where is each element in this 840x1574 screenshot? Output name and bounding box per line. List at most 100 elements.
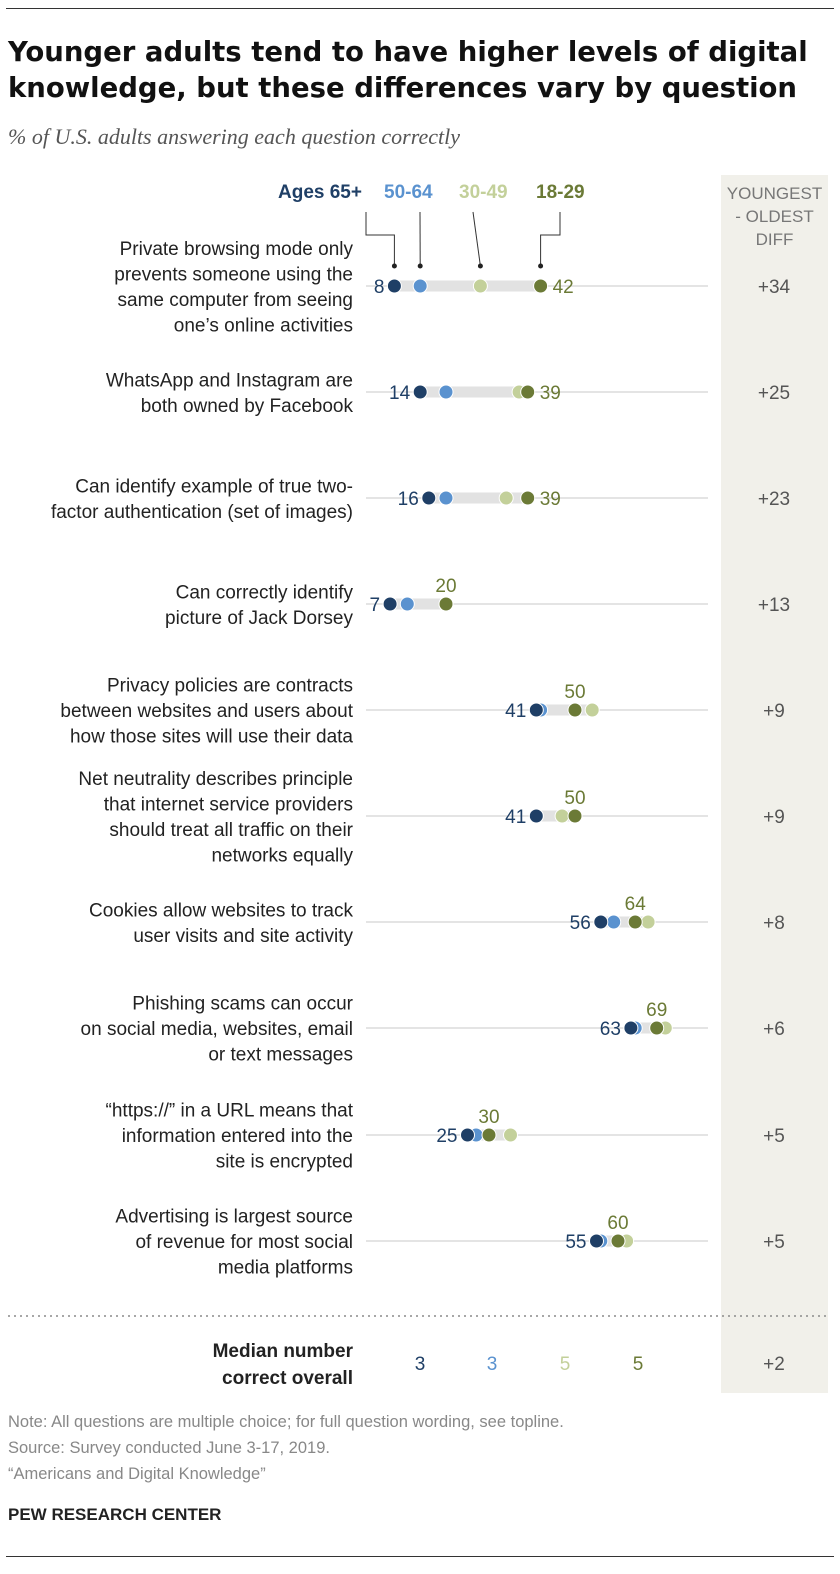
dot-age-30-49 [554,808,570,824]
question-label-line: Can correctly identify [176,582,354,603]
question-label-line: “https://” in a URL means that [106,1101,354,1122]
value-label-oldest: 16 [398,489,419,510]
legend-age-30-49: 30-49 [459,182,508,203]
value-label-youngest: 50 [564,788,585,809]
question-label-line: that internet service providers [104,794,353,815]
value-label-oldest: 56 [570,913,591,934]
chart-title: Younger adults tend to have higher level… [8,36,808,104]
dot-age-18-29 [627,914,643,930]
dot-age-18-29 [533,278,549,294]
dot-age-18-29 [567,808,583,824]
question-label-line: same computer from seeing [118,290,354,311]
question-label-line: site is encrypted [216,1152,353,1173]
diff-value: +6 [763,1019,785,1040]
dot-age-65-plus [460,1127,475,1143]
question-label-line: Cookies allow websites to track [89,900,353,921]
median-value-age-30-49: 5 [560,1354,571,1375]
question-label-line: Advertising is largest source [115,1207,353,1228]
dot-age-18-29 [610,1233,626,1249]
dot-age-18-29 [438,596,454,612]
leader-line-65-plus [365,212,395,266]
dot-age-18-29 [481,1127,497,1143]
value-label-youngest: 64 [625,894,647,915]
diff-value: +13 [758,595,790,616]
diff-column-header: YOUNGEST - OLDEST DIFF [721,182,828,251]
dot-age-50-64 [438,384,454,400]
value-label-oldest: 63 [600,1019,621,1040]
median-label-line: Median number [213,1341,354,1362]
value-label-oldest: 55 [565,1232,586,1253]
question-label-line: Private browsing mode only [120,239,354,260]
dot-age-18-29 [520,490,536,506]
value-label-oldest: 7 [370,595,381,616]
value-label-oldest: 41 [505,807,526,828]
dot-age-50-64 [438,490,454,506]
value-label-youngest: 30 [478,1107,499,1128]
diff-header-line: YOUNGEST [726,184,823,203]
question-label-line: how those sites will use their data [70,727,353,748]
legend-age-65-plus: Ages 65+ [278,182,362,203]
question-label-line: should treat all traffic on their [109,820,353,841]
legend-age-18-29: 18-29 [536,182,585,203]
median-value-age-18-29: 5 [633,1354,644,1375]
median-diff-value: +2 [763,1354,785,1375]
question-label-line: Phishing scams can occur [132,994,353,1015]
question-label-line: media platforms [218,1258,353,1279]
diff-value: +5 [763,1232,785,1253]
question-label-line: networks equally [211,845,353,866]
leader-dot [391,263,397,269]
dot-age-65-plus [382,596,398,612]
dot-age-30-49 [498,490,514,506]
diff-header-line: DIFF [755,230,794,249]
dot-age-65-plus [386,278,402,294]
leader-line-30-49 [472,211,481,267]
question-label-line: factor authentication (set of images) [51,502,353,523]
diff-value: +34 [758,277,791,298]
diff-value: +8 [763,913,785,934]
top-rule [6,8,834,9]
dot-age-65-plus [528,702,544,718]
leader-dot [477,263,483,269]
value-label-oldest: 14 [389,383,411,404]
question-label-line: Can identify example of true two- [75,476,353,497]
diff-value: +23 [758,489,790,510]
value-label-youngest: 60 [607,1213,628,1234]
question-label-line: Privacy policies are contracts [107,676,353,697]
question-label-line: user visits and site activity [133,926,353,947]
dot-age-18-29 [520,384,536,400]
question-label-line: Net neutrality describes principle [78,769,353,790]
median-label-line: correct overall [222,1368,353,1389]
median-value-age-65-plus: 3 [415,1354,426,1375]
value-label-youngest: 69 [646,1000,667,1021]
bottom-rule [6,1556,834,1557]
dot-age-65-plus [623,1020,639,1036]
dot-age-30-49 [640,914,656,930]
dot-age-65-plus [421,490,437,506]
question-label-line: on social media, websites, email [81,1019,353,1040]
diff-column-panel [721,175,828,1393]
median-value-age-50-64: 3 [487,1354,498,1375]
value-label-oldest: 25 [436,1126,457,1147]
dot-age-30-49 [503,1127,518,1143]
dot-age-30-49 [472,278,488,294]
question-label-line: one’s online activities [174,315,353,336]
diff-value: +5 [763,1126,785,1147]
question-label-line: WhatsApp and Instagram are [106,370,353,391]
question-label-line: information entered into the [122,1126,353,1147]
value-label-oldest: 41 [505,701,526,722]
question-label-line: both owned by Facebook [141,396,354,417]
dot-age-65-plus [528,808,544,824]
value-label-oldest: 8 [374,277,385,298]
question-label-line: between websites and users about [60,701,353,722]
question-label-line: picture of Jack Dorsey [165,608,353,629]
diff-value: +9 [763,701,785,722]
leader-line-18-29 [540,212,561,266]
legend-age-50-64: 50-64 [384,182,433,203]
leader-dot [417,263,423,269]
diff-header-line: - OLDEST [735,207,814,226]
question-label-line: prevents someone using the [114,264,353,285]
value-label-youngest: 50 [564,682,585,703]
dot-age-65-plus [589,1233,604,1249]
dot-age-65-plus [412,384,428,400]
